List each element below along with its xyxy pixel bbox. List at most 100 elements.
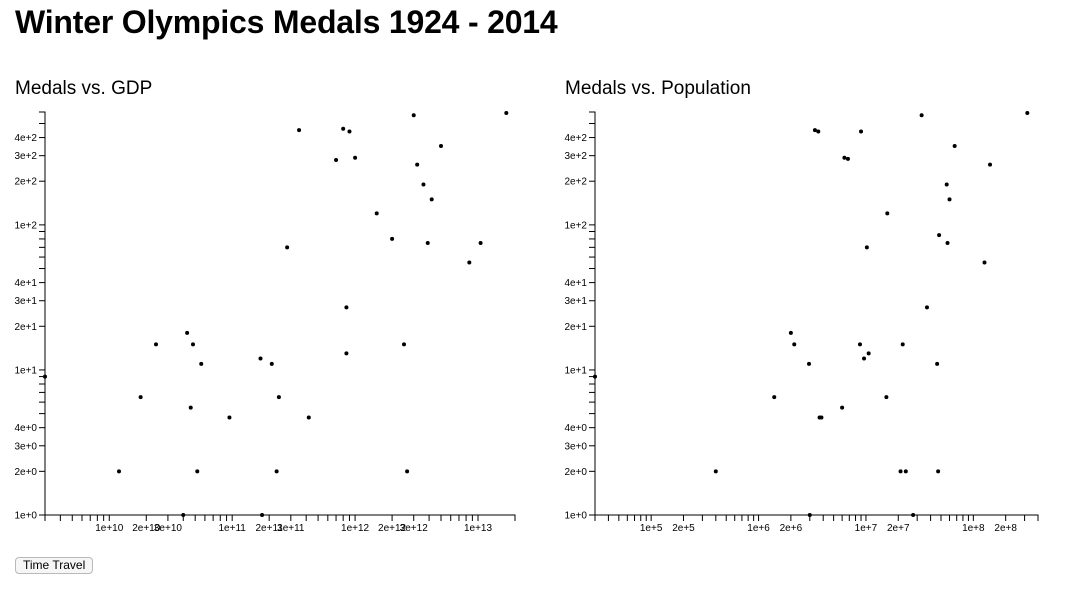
y-axis-line	[589, 111, 596, 516]
data-point	[947, 197, 952, 202]
data-point	[845, 156, 850, 161]
y-tick-label: 4e+2	[14, 133, 37, 144]
data-point	[153, 342, 158, 347]
x-tick-label: 1e+5	[640, 523, 663, 534]
data-point	[297, 128, 302, 133]
population-scatter-chart: 1e+0 2e+0 3e+0 4e+0 1e+1 2e+1 3e+1 4e+1 1e+2 2e+2…	[564, 111, 1039, 534]
x-tick-label: 3e+12	[400, 523, 429, 534]
x-tick-label: 2e+7	[887, 523, 910, 534]
y-tick-label: 1e+2	[564, 220, 587, 231]
data-point	[898, 469, 903, 474]
data-point	[195, 469, 200, 474]
y-tick-label: 4e+1	[14, 278, 37, 289]
data-point	[190, 342, 195, 347]
y-tick-label: 2e+0	[564, 467, 587, 478]
x-tick-label: 2e+6	[780, 523, 803, 534]
page-title: Winter Olympics Medals 1924 - 2014	[15, 4, 558, 40]
x-tick-label: 2e+10	[132, 523, 161, 534]
y-tick-label: 2e+1	[564, 322, 587, 333]
data-point	[439, 143, 444, 148]
y-tick-label: 2e+0	[14, 467, 37, 478]
data-point	[900, 342, 905, 347]
x-tick-label: 1e+13	[464, 523, 493, 534]
data-point	[885, 211, 890, 216]
data-point	[788, 330, 793, 335]
data-point	[467, 260, 472, 265]
data-point	[390, 236, 395, 241]
data-point	[421, 182, 426, 187]
data-point	[982, 260, 987, 265]
data-point	[274, 469, 279, 474]
data-point	[911, 513, 916, 517]
data-point	[840, 405, 845, 410]
data-point	[260, 513, 265, 517]
data-point	[935, 361, 940, 366]
y-tick-label: 3e+2	[564, 151, 587, 162]
data-point	[816, 129, 821, 134]
data-point	[43, 374, 47, 379]
data-point	[936, 469, 941, 474]
time-travel-button[interactable]: Time Travel	[15, 557, 94, 574]
y-tick-label: 1e+2	[14, 220, 37, 231]
y-tick-label: 1e+1	[564, 365, 587, 376]
data-point	[374, 211, 379, 216]
y-tick-label: 2e+2	[14, 177, 37, 188]
x-tick-label: 1e+7	[855, 523, 878, 534]
data-point	[415, 162, 420, 167]
data-point	[344, 351, 349, 356]
y-tick-label: 1e+0	[14, 511, 37, 522]
data-point	[937, 233, 942, 238]
data-point	[504, 111, 509, 116]
y-tick-label: 3e+0	[564, 441, 587, 452]
y-tick-label: 2e+2	[564, 177, 587, 188]
data-point	[306, 415, 311, 420]
y-tick-label: 4e+1	[564, 278, 587, 289]
data-point	[919, 113, 924, 118]
data-point	[842, 155, 847, 160]
y-axis-line	[39, 111, 46, 516]
x-tick-label: 1e+12	[341, 523, 370, 534]
data-point	[945, 241, 950, 246]
y-tick-label: 3e+0	[14, 441, 37, 452]
data-point	[857, 342, 862, 347]
data-point	[227, 415, 232, 420]
data-point	[269, 361, 274, 366]
y-tick-label: 3e+1	[14, 296, 37, 307]
y-tick-label: 3e+1	[564, 296, 587, 307]
gdp-points	[43, 111, 509, 517]
data-point	[988, 162, 993, 167]
data-point	[411, 113, 416, 118]
data-point	[258, 356, 263, 361]
y-tick-label: 3e+2	[14, 151, 37, 162]
data-point	[819, 415, 824, 420]
data-point	[859, 129, 864, 134]
data-point	[344, 305, 349, 310]
pop-x-axis: 1e+5 2e+5 1e+6 2e+6 1e+7 2e+7 1e+8 2e+8	[594, 514, 1039, 534]
data-point	[812, 128, 817, 133]
data-point	[792, 342, 797, 347]
data-point	[402, 342, 407, 347]
data-point	[285, 245, 290, 250]
data-point	[429, 197, 434, 202]
x-tick-label: 2e+12	[378, 523, 407, 534]
pop-points	[593, 111, 1030, 517]
data-point	[1025, 111, 1030, 116]
data-point	[181, 513, 186, 517]
data-point	[347, 129, 352, 134]
data-point	[864, 245, 869, 250]
gdp-scatter-chart: 1e+0 2e+0 3e+0 4e+0 1e+1 2e+1 3e+1 4e+1 1e+2 2e+2…	[14, 111, 516, 534]
x-tick-label: 1e+11	[219, 523, 247, 534]
x-axis-line	[594, 514, 1039, 521]
x-tick-label: 1e+10	[95, 523, 124, 534]
data-point	[884, 395, 889, 400]
data-point	[405, 469, 410, 474]
y-tick-label: 4e+0	[564, 423, 587, 434]
data-point	[944, 182, 949, 187]
data-point	[478, 241, 483, 246]
data-point	[952, 143, 957, 148]
x-tick-label: 3e+10	[154, 523, 183, 534]
x-tick-label: 1e+8	[962, 523, 985, 534]
data-point	[866, 351, 871, 356]
data-point	[862, 356, 867, 361]
